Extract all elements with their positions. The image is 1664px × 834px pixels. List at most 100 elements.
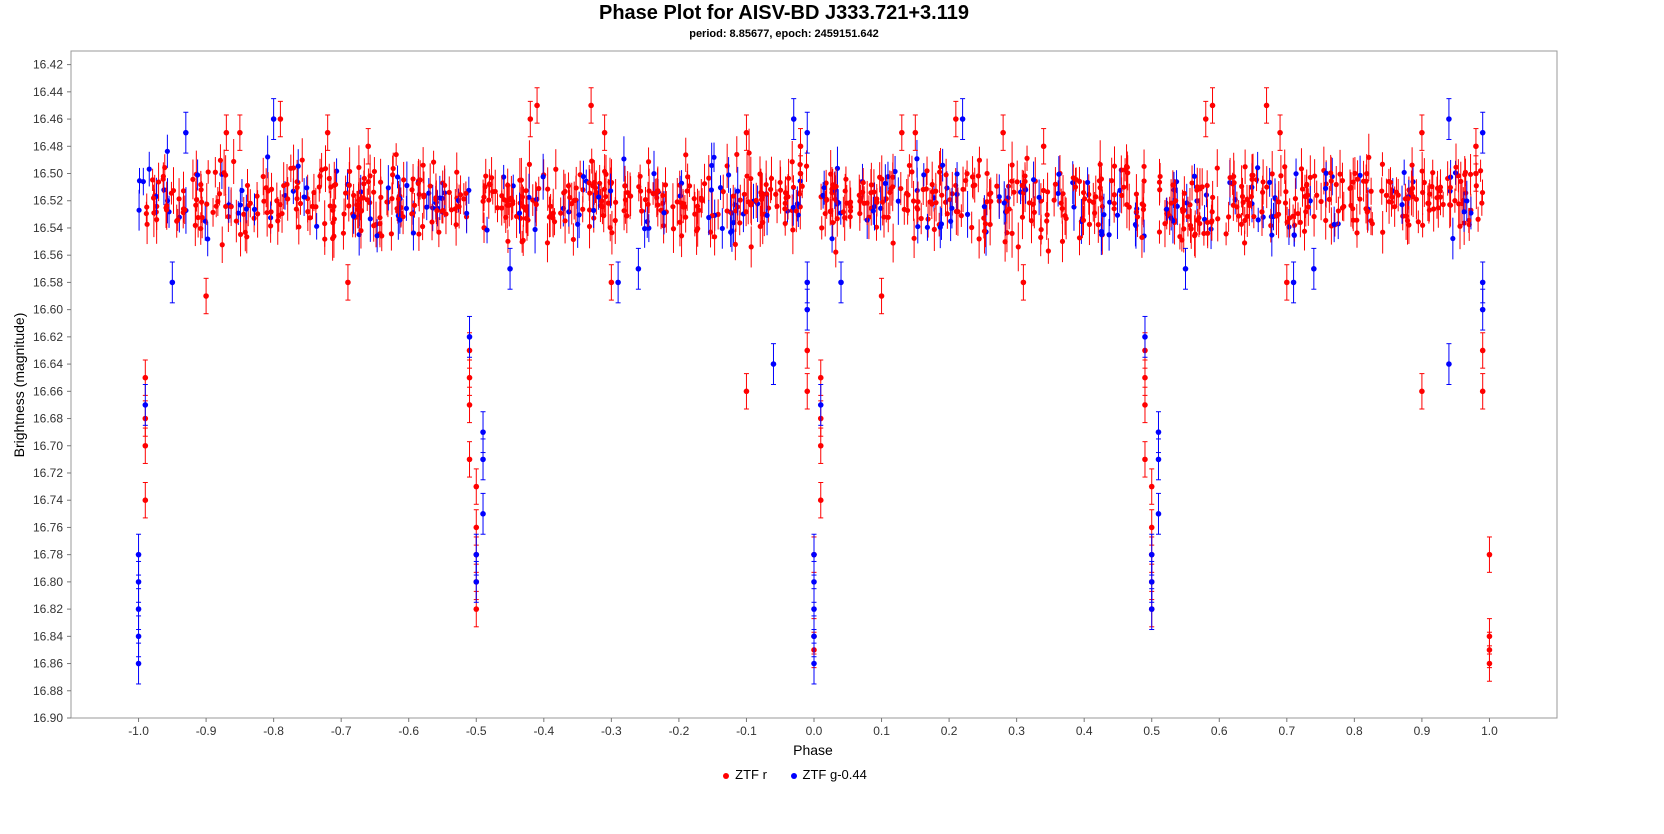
band-point xyxy=(1392,204,1398,210)
band-point xyxy=(331,182,337,188)
band-point xyxy=(877,174,883,180)
band-point xyxy=(304,185,310,191)
band-point xyxy=(1409,162,1415,168)
band-point xyxy=(1395,192,1401,198)
band-point xyxy=(906,162,913,169)
band-point xyxy=(960,186,966,192)
data-point xyxy=(838,279,844,286)
band-point xyxy=(221,170,227,176)
band-point xyxy=(551,219,558,225)
band-point xyxy=(389,196,395,202)
data-point xyxy=(135,633,142,640)
band-point xyxy=(717,185,724,191)
data-point xyxy=(169,279,176,286)
y-tick-label: 16.44 xyxy=(33,85,63,99)
data-point xyxy=(365,143,372,150)
band-point xyxy=(513,213,520,220)
data-point xyxy=(790,116,797,122)
band-point xyxy=(1409,185,1416,191)
band-point xyxy=(544,240,551,246)
band-point xyxy=(492,188,498,195)
band-point xyxy=(526,194,532,200)
x-tick-label: -0.3 xyxy=(601,724,622,738)
band-point xyxy=(1479,200,1485,206)
data-point xyxy=(135,660,142,667)
band-point xyxy=(1399,202,1405,208)
band-point xyxy=(388,231,395,237)
data-point xyxy=(1311,265,1317,272)
band-point xyxy=(358,189,364,195)
legend-marker-red xyxy=(723,772,730,779)
band-point xyxy=(1466,217,1472,224)
data-point xyxy=(1419,129,1425,136)
band-point xyxy=(176,196,182,202)
band-point xyxy=(347,168,353,175)
band-point xyxy=(918,215,924,222)
band-point xyxy=(333,168,340,174)
band-point xyxy=(682,204,688,210)
band-point xyxy=(639,208,645,214)
band-point xyxy=(686,183,693,189)
band-point xyxy=(1109,178,1115,184)
band-point xyxy=(696,207,702,213)
band-point xyxy=(409,187,415,193)
data-point xyxy=(1479,306,1486,313)
band-point xyxy=(354,202,360,208)
band-point xyxy=(684,188,690,194)
band-point xyxy=(1208,219,1215,225)
band-point xyxy=(443,211,449,217)
band-point xyxy=(1311,213,1317,220)
data-point xyxy=(1446,361,1452,367)
band-point xyxy=(882,180,888,186)
band-point xyxy=(193,196,200,203)
data-point xyxy=(473,524,480,531)
legend: ZTF r ZTF g-0.44 xyxy=(0,767,1590,782)
band-point xyxy=(1189,180,1195,186)
data-point xyxy=(817,497,824,504)
band-point xyxy=(601,213,607,219)
x-tick-label: -1.0 xyxy=(128,724,149,738)
band-point xyxy=(969,174,976,180)
band-point xyxy=(1440,201,1446,208)
band-point xyxy=(448,207,455,213)
band-point xyxy=(1357,172,1363,178)
data-point xyxy=(1142,402,1148,408)
band-point xyxy=(1269,232,1275,238)
band-point xyxy=(1364,171,1370,177)
band-point xyxy=(642,197,649,203)
band-point xyxy=(409,211,415,217)
band-point xyxy=(683,152,689,158)
data-point xyxy=(804,388,811,395)
band-point xyxy=(1307,198,1313,204)
data-point xyxy=(1040,143,1047,150)
band-point xyxy=(1268,223,1274,229)
band-point xyxy=(305,209,311,215)
band-point xyxy=(379,233,385,239)
data-point xyxy=(277,116,284,122)
band-point xyxy=(244,182,251,189)
band-point xyxy=(987,221,993,228)
band-point xyxy=(367,173,373,179)
band-point xyxy=(1286,224,1292,230)
x-tick-label: -0.4 xyxy=(533,724,554,738)
band-point xyxy=(231,158,237,165)
band-point xyxy=(790,227,796,233)
band-point xyxy=(954,171,960,177)
band-point xyxy=(481,194,487,200)
y-tick-label: 16.74 xyxy=(33,493,63,507)
data-point xyxy=(135,579,142,585)
band-point xyxy=(719,225,725,232)
band-point xyxy=(1299,186,1306,192)
band-point xyxy=(1368,188,1374,194)
band-point xyxy=(1223,231,1229,237)
band-point xyxy=(562,218,568,224)
band-point xyxy=(931,226,937,233)
data-point xyxy=(507,265,513,272)
band-point xyxy=(940,162,946,168)
band-point xyxy=(662,182,669,188)
x-tick-label: 0.6 xyxy=(1211,724,1228,738)
band-point xyxy=(190,176,196,182)
band-point xyxy=(1437,194,1444,200)
data-point xyxy=(480,511,486,517)
band-point xyxy=(389,172,396,178)
